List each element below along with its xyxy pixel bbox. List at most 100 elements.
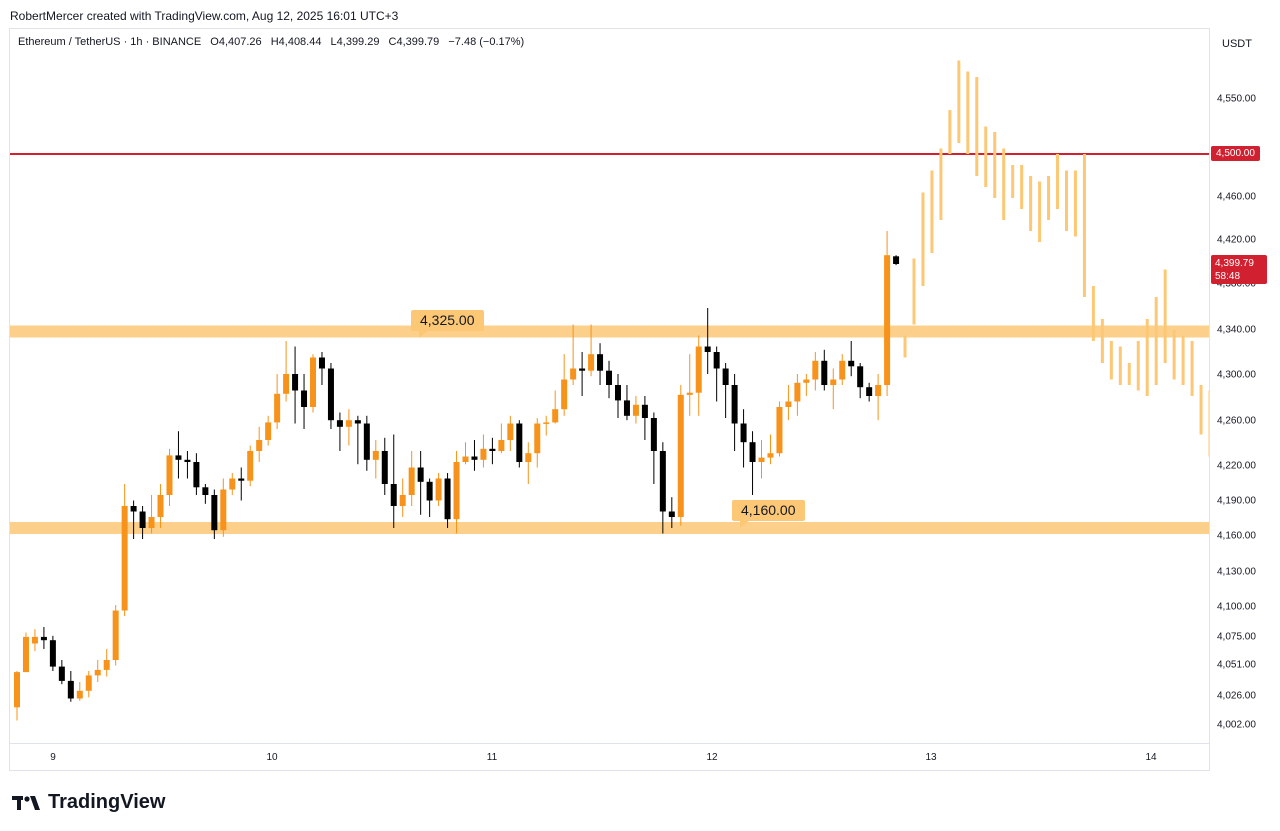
candle-body <box>498 440 505 451</box>
candle-body <box>552 409 559 423</box>
candle-body <box>40 636 47 641</box>
price-tick-label: 4,075.00 <box>1217 631 1256 643</box>
candle-body <box>175 455 182 460</box>
price-tick-label: 4,260.00 <box>1217 415 1256 427</box>
candle-body <box>579 368 586 371</box>
candle-body <box>543 422 550 424</box>
price-tick-label: 4,130.00 <box>1217 566 1256 578</box>
candle-body <box>399 495 406 506</box>
price-tick-label: 4,460.00 <box>1217 191 1256 203</box>
candle-body <box>695 346 702 393</box>
candle-body <box>139 511 146 528</box>
candle-body <box>875 385 882 396</box>
candle-body <box>58 666 65 681</box>
candle-body <box>381 451 388 484</box>
legend-open: O4,407.26 <box>210 36 262 48</box>
zone-band <box>10 325 1209 338</box>
candle-body <box>758 457 765 462</box>
price-tick-label: 4,420.00 <box>1217 234 1256 246</box>
candle-body <box>462 456 469 462</box>
candle-body <box>704 346 711 352</box>
legend-close: C4,399.79 <box>388 36 440 48</box>
candle-body <box>713 352 720 369</box>
candle-body <box>426 481 433 501</box>
price-tick-label: 4,220.00 <box>1217 460 1256 472</box>
candle-body <box>202 487 209 495</box>
price-tick-label: 4,002.00 <box>1217 719 1256 731</box>
candle-body <box>444 478 451 520</box>
candle-body <box>345 420 352 427</box>
candle-body <box>606 370 613 385</box>
candle-body <box>31 636 38 644</box>
candle-body <box>327 368 334 421</box>
candle-body <box>435 478 442 501</box>
tradingview-logo-icon <box>12 795 40 810</box>
candle-body <box>390 484 397 506</box>
candle-body <box>22 636 29 673</box>
candle-body <box>14 672 20 708</box>
price-tick-label: 4,026.00 <box>1217 690 1256 702</box>
candle-body <box>453 462 460 520</box>
current-price-badge: 4,399.79 58:48 <box>1211 255 1267 284</box>
candle-body <box>372 451 379 460</box>
candle-body <box>211 495 218 531</box>
candle-body <box>507 423 514 440</box>
candle-body <box>794 382 801 402</box>
candle-body <box>659 451 666 512</box>
symbol-legend: Ethereum / TetherUS · 1h · BINANCE O4,40… <box>18 36 530 48</box>
current-price: 4,399.79 <box>1215 258 1254 269</box>
candle-body <box>632 404 639 416</box>
candle-body <box>570 368 577 380</box>
candle-body <box>336 420 343 427</box>
price-chart[interactable] <box>0 0 1209 744</box>
candle-body <box>641 404 648 418</box>
candle-body <box>893 256 900 264</box>
candle-body <box>857 366 864 388</box>
candle-body <box>767 453 774 458</box>
time-tick-label: 14 <box>1145 752 1157 763</box>
candle-body <box>623 400 630 416</box>
candle-body <box>588 354 595 371</box>
candle-body <box>516 423 523 462</box>
lower-zone-label[interactable]: 4,160.00 <box>732 500 805 528</box>
price-tick-label: 4,160.00 <box>1217 530 1256 542</box>
candle-body <box>49 640 56 667</box>
chart-frame <box>9 28 1209 771</box>
candle-body <box>561 379 568 410</box>
candle-body <box>85 675 92 691</box>
candle-body <box>112 610 119 660</box>
price-unit[interactable]: USDT <box>1222 38 1252 50</box>
candle-body <box>166 455 173 495</box>
candle-body <box>67 680 74 699</box>
candle-body <box>848 360 855 367</box>
candle-body <box>318 357 325 369</box>
tradingview-logo[interactable]: TradingView <box>12 791 165 814</box>
candle-body <box>94 669 101 676</box>
zone-band <box>10 522 1209 534</box>
candle-body <box>238 478 245 481</box>
candle-body <box>292 374 299 391</box>
candle-body <box>408 467 415 495</box>
legend-change: −7.48 (−0.17%) <box>448 36 525 48</box>
candle-body <box>776 407 783 454</box>
price-axis-divider <box>1209 28 1210 771</box>
candle-body <box>722 368 729 385</box>
time-tick-label: 9 <box>50 752 56 763</box>
candle-body <box>148 517 155 528</box>
candle-body <box>229 478 236 490</box>
candle-body <box>525 453 532 462</box>
time-axis-divider <box>9 743 1210 744</box>
attribution: RobertMercer created with TradingView.co… <box>10 9 399 23</box>
candle-body <box>130 506 137 512</box>
time-tick-label: 11 <box>486 752 498 763</box>
candle-body <box>417 467 424 482</box>
candle-body <box>749 442 756 462</box>
candle-body <box>265 422 272 440</box>
price-tick-label: 4,100.00 <box>1217 601 1256 613</box>
candle-body <box>283 374 290 394</box>
upper-zone-label[interactable]: 4,325.00 <box>411 310 484 338</box>
legend-high: H4,408.44 <box>270 36 322 48</box>
price-tick-label: 4,300.00 <box>1217 369 1256 381</box>
candle-body <box>534 423 541 454</box>
time-tick-label: 13 <box>925 752 937 763</box>
